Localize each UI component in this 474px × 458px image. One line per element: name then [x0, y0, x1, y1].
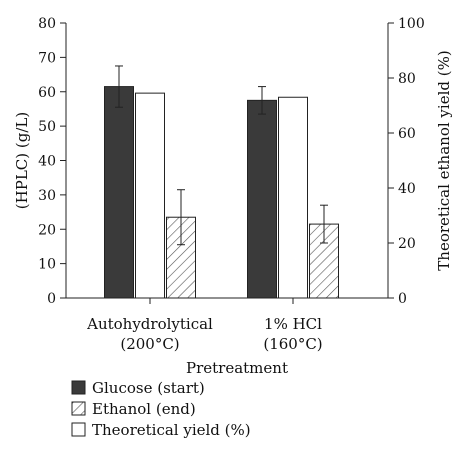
category-label: 1% HCl [264, 315, 322, 333]
bar-dark [104, 86, 134, 299]
bar-white [135, 92, 165, 299]
bar-white [278, 96, 308, 299]
left-tick-label: 0 [47, 291, 56, 307]
bars [104, 65, 339, 299]
legend-swatch-hatch [71, 401, 86, 416]
right-tick-label: 0 [398, 291, 407, 307]
left-tick-label: 30 [38, 188, 56, 204]
y-axis-title: (HPLC) (g/L) [13, 112, 31, 209]
bar-dark [247, 99, 277, 299]
right-tick-label: 20 [398, 236, 416, 252]
right-tick-label: 100 [398, 16, 425, 32]
left-tick-label: 10 [38, 257, 56, 273]
left-tick-label: 50 [38, 119, 56, 135]
left-tick-label: 70 [38, 50, 56, 66]
left-tick-label: 20 [38, 222, 56, 238]
legend: Glucose (start) Ethanol (end) Theoretical … [71, 379, 251, 439]
labels: 0 10 20 30 40 50 60 70 80 0 20 40 60 80 100 (HPLC) (g/L… [13, 16, 453, 377]
category-label: Autohydrolytical [86, 315, 213, 333]
left-tick-label: 40 [38, 154, 56, 170]
category-label: (200°C) [120, 335, 179, 353]
legend-swatch-white [71, 422, 86, 437]
y2-axis-title: Theoretical ethanol yield (%) [435, 50, 453, 270]
right-tick-label: 80 [398, 71, 416, 87]
left-tick-label: 80 [38, 16, 56, 32]
legend-label: Glucose (start) [92, 379, 205, 397]
right-tick-label: 60 [398, 126, 416, 142]
category-label: (160°C) [263, 335, 322, 353]
left-tick-label: 60 [38, 85, 56, 101]
right-tick-label: 40 [398, 181, 416, 197]
x-axis-title: Pretreatment [186, 359, 288, 377]
legend-label: Theoretical yield (%) [92, 421, 251, 439]
legend-label: Ethanol (end) [92, 400, 196, 418]
legend-swatch-dark [71, 380, 86, 395]
